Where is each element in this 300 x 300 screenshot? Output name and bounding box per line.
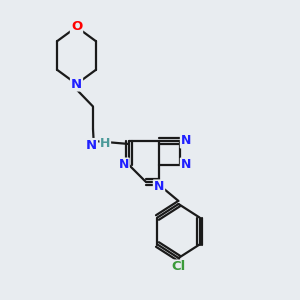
Text: N: N: [86, 139, 97, 152]
Text: N: N: [181, 158, 191, 172]
Text: N: N: [181, 134, 191, 148]
Text: N: N: [71, 77, 82, 91]
Text: O: O: [71, 20, 82, 34]
Text: N: N: [118, 158, 129, 172]
Text: N: N: [154, 180, 164, 194]
Text: Cl: Cl: [171, 260, 186, 274]
Text: H: H: [100, 136, 110, 150]
